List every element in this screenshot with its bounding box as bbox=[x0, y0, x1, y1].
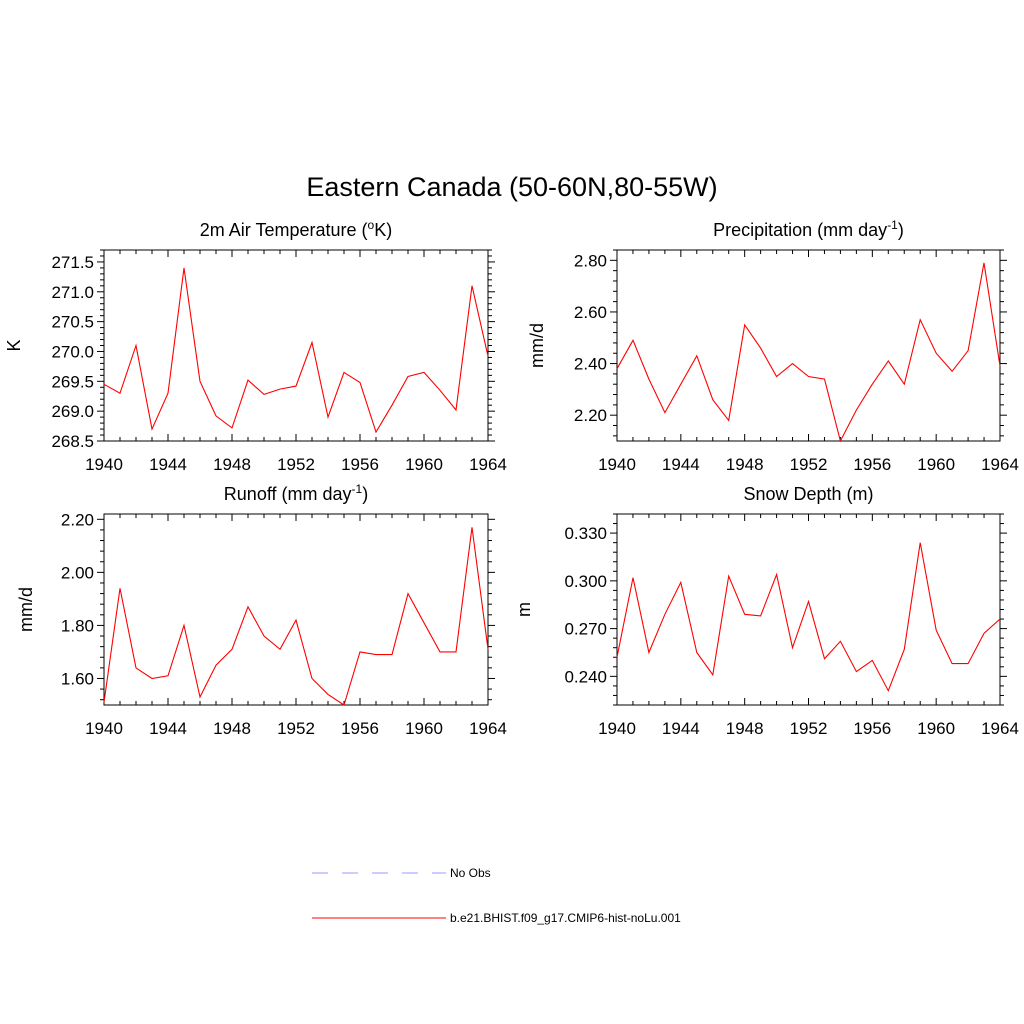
y-tick-label: 2.20 bbox=[574, 406, 607, 425]
panel-title: Runoff (mm day-1) bbox=[224, 482, 368, 504]
y-axis-label: K bbox=[4, 339, 24, 351]
series-line bbox=[616, 262, 1001, 443]
x-tick-label: 1948 bbox=[213, 455, 251, 474]
y-tick-label: 269.0 bbox=[51, 402, 94, 421]
x-tick-label: 1952 bbox=[277, 455, 315, 474]
x-tick-label: 1956 bbox=[853, 719, 891, 738]
y-axis-label: m bbox=[514, 602, 534, 617]
plot-frame bbox=[616, 513, 1001, 706]
panel-title: Precipitation (mm day-1) bbox=[713, 218, 904, 240]
x-tick-label: 1944 bbox=[662, 719, 700, 738]
series-line bbox=[616, 542, 1001, 693]
panel-title-text: 2m Air Temperature ( bbox=[200, 220, 368, 240]
legend-label-no-obs: No Obs bbox=[450, 866, 491, 880]
x-tick-label: 1940 bbox=[598, 719, 636, 738]
panel-title-superscript: o bbox=[368, 218, 375, 232]
panel-title-superscript: -1 bbox=[887, 218, 898, 232]
y-tick-label: 2.20 bbox=[61, 510, 94, 529]
y-tick-label: 2.80 bbox=[574, 251, 607, 270]
y-tick-label: 1.60 bbox=[61, 669, 94, 688]
series-line bbox=[103, 527, 489, 706]
x-tick-label: 1956 bbox=[341, 719, 379, 738]
x-tick-label: 1956 bbox=[341, 455, 379, 474]
panel-title-suffix: ) bbox=[362, 484, 368, 504]
y-tick-label: 0.240 bbox=[564, 667, 607, 686]
y-axis-label: mm/d bbox=[16, 587, 36, 632]
y-tick-label: 2.00 bbox=[61, 563, 94, 582]
x-tick-label: 1964 bbox=[981, 455, 1019, 474]
x-tick-label: 1940 bbox=[598, 455, 636, 474]
x-tick-label: 1944 bbox=[149, 455, 187, 474]
y-tick-label: 271.5 bbox=[51, 253, 94, 272]
x-tick-label: 1952 bbox=[790, 719, 828, 738]
y-tick-label: 0.270 bbox=[564, 620, 607, 639]
panel-2: 1940 1944 1948 1952 1956 1960 1964 2.20 2.40 2.60… bbox=[527, 218, 1019, 474]
x-tick-label: 1952 bbox=[277, 719, 315, 738]
x-tick-label: 1960 bbox=[405, 719, 443, 738]
panel-3: 1940 1944 1948 1952 1956 1960 1964 1.60 1.80 2.00… bbox=[16, 482, 507, 738]
x-tick-label: 1960 bbox=[917, 455, 955, 474]
y-tick-label: 271.0 bbox=[51, 283, 94, 302]
panel-title-text: Runoff (mm day bbox=[224, 484, 352, 504]
y-tick-label: 1.80 bbox=[61, 616, 94, 635]
y-tick-label: 0.330 bbox=[564, 524, 607, 543]
y-tick-label: 2.40 bbox=[574, 355, 607, 374]
x-tick-label: 1952 bbox=[790, 455, 828, 474]
main-title: Eastern Canada (50-60N,80-55W) bbox=[306, 172, 717, 202]
panel-title-superscript: -1 bbox=[352, 482, 363, 496]
panel-title: 2m Air Temperature (oK) bbox=[200, 218, 392, 240]
panel-title-text: Snow Depth (m) bbox=[743, 484, 873, 504]
x-tick-label: 1940 bbox=[85, 719, 123, 738]
panel-4: 1940 1944 1948 1952 1956 1960 1964 0.240 0.270 0.… bbox=[514, 484, 1019, 738]
x-tick-label: 1956 bbox=[853, 455, 891, 474]
plot-frame bbox=[616, 249, 1001, 442]
x-tick-label: 1960 bbox=[917, 719, 955, 738]
panel-title-suffix: ) bbox=[898, 220, 904, 240]
panel-title: Snow Depth (m) bbox=[743, 484, 873, 504]
plot-frame bbox=[103, 249, 489, 442]
panels: 1940 1944 1948 1952 1956 1960 1964 268.5 269.0 26… bbox=[4, 218, 1019, 738]
x-tick-label: 1964 bbox=[469, 719, 507, 738]
x-tick-label: 1960 bbox=[405, 455, 443, 474]
y-axis-label: mm/d bbox=[527, 323, 547, 368]
x-tick-label: 1944 bbox=[149, 719, 187, 738]
x-tick-label: 1948 bbox=[213, 719, 251, 738]
y-tick-label: 270.5 bbox=[51, 313, 94, 332]
panel-1: 1940 1944 1948 1952 1956 1960 1964 268.5 269.0 26… bbox=[4, 218, 507, 474]
legend: No Obs b.e21.BHIST.f09_g17.CMIP6-hist-no… bbox=[312, 866, 681, 925]
y-tick-label: 268.5 bbox=[51, 432, 94, 451]
y-tick-label: 0.300 bbox=[564, 572, 607, 591]
x-tick-label: 1964 bbox=[469, 455, 507, 474]
x-tick-label: 1948 bbox=[726, 455, 764, 474]
x-tick-label: 1948 bbox=[726, 719, 764, 738]
y-tick-label: 270.0 bbox=[51, 342, 94, 361]
panel-title-text: Precipitation (mm day bbox=[713, 220, 887, 240]
x-tick-label: 1964 bbox=[981, 719, 1019, 738]
series-line bbox=[103, 267, 489, 434]
y-tick-label: 269.5 bbox=[51, 372, 94, 391]
panel-title-suffix: K) bbox=[374, 220, 392, 240]
legend-label-model: b.e21.BHIST.f09_g17.CMIP6-hist-noLu.001 bbox=[450, 911, 681, 925]
y-tick-label: 2.60 bbox=[574, 303, 607, 322]
x-tick-label: 1940 bbox=[85, 455, 123, 474]
x-tick-label: 1944 bbox=[662, 455, 700, 474]
